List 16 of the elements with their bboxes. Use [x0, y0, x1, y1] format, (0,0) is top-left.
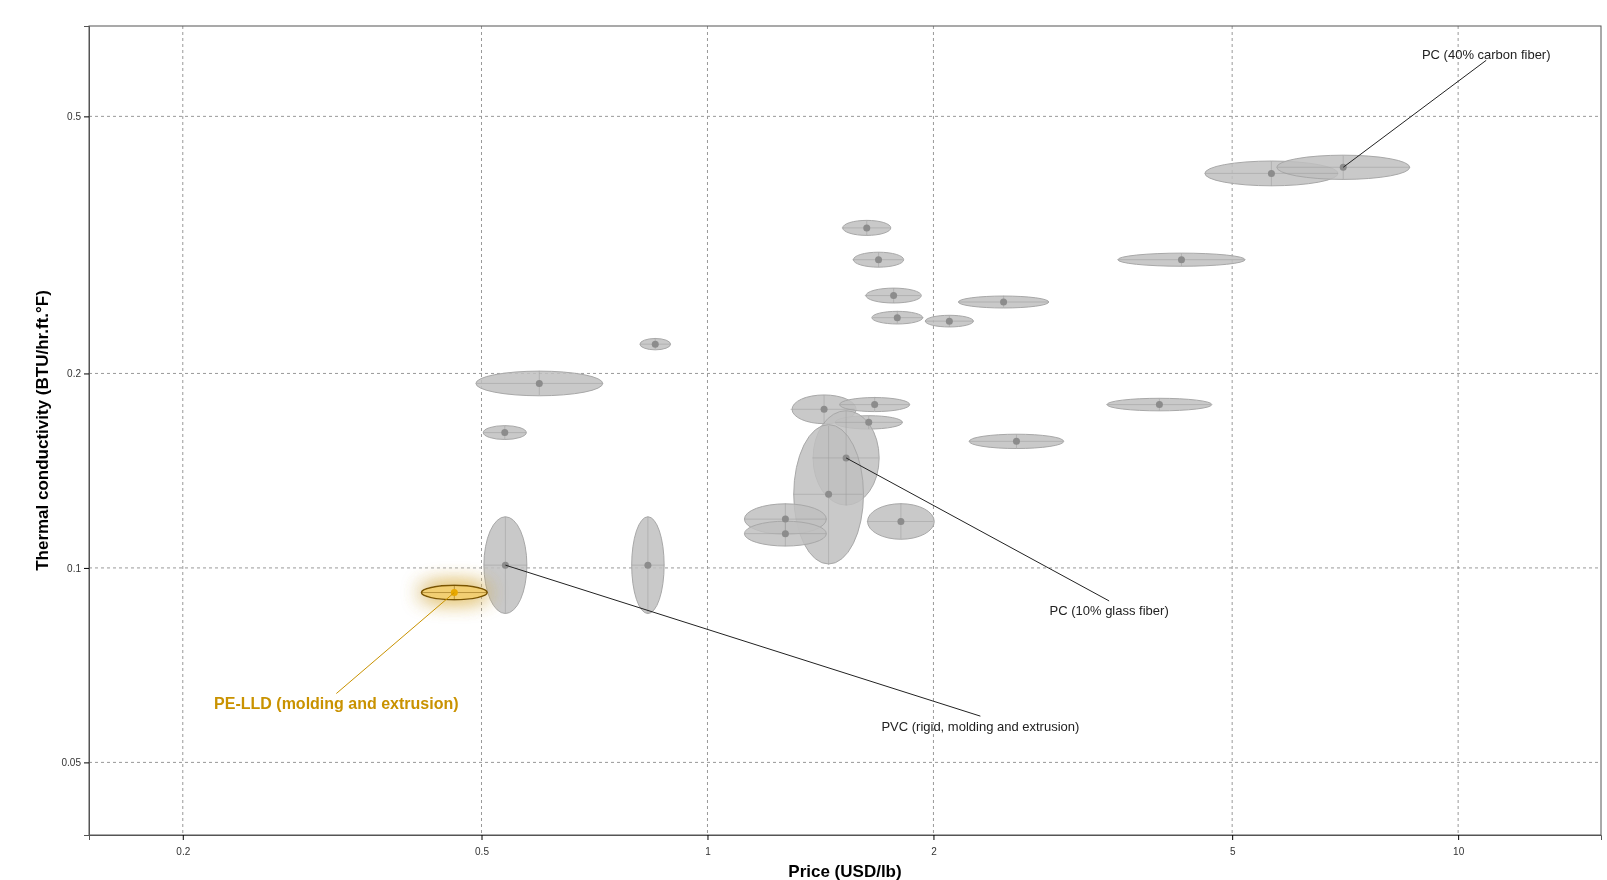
y-tick-label: 0.05	[61, 757, 82, 769]
x-tick-label: 2	[931, 846, 938, 857]
annotation: PC (10% glass fiber)	[1049, 603, 1169, 619]
y-tick-label: 0.5	[67, 111, 82, 123]
x-tick-label: 10	[1453, 846, 1465, 857]
x-axis-title: Price (USD/lb)	[788, 862, 902, 880]
y-axis-title: Thermal conductivity (BTU/hr.ft.°F)	[33, 290, 52, 571]
x-tick-label: 0.5	[475, 846, 490, 857]
annotation: PE-LLD (molding and extrusion)	[214, 695, 459, 713]
y-tick-label: 0.1	[67, 562, 82, 574]
annotation: PVC (rigid, molding and extrusion)	[881, 718, 1080, 734]
x-tick-label: 5	[1229, 846, 1236, 857]
x-tick-label: 0.2	[176, 846, 191, 857]
x-tick-label: 1	[705, 846, 712, 857]
y-tick-label: 0.2	[67, 368, 82, 380]
annotation: PC (40% carbon fiber)	[1421, 46, 1551, 62]
